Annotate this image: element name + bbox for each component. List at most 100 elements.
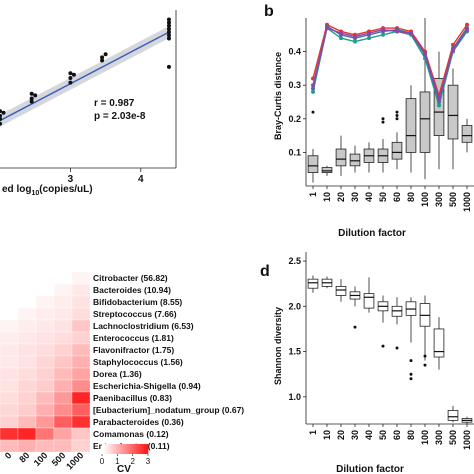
x-tick-label: 50 (378, 192, 388, 202)
x-tick-label: 10 (322, 430, 332, 440)
x-tick-label: 100 (420, 192, 430, 207)
series-point (353, 39, 357, 44)
y-tick-label: 2.5 (288, 256, 301, 266)
heatmap-cell (71, 271, 91, 285)
heatmap-cell (71, 331, 91, 345)
panel-d-y-label: Shannon diversity (273, 307, 283, 385)
colorbar-segment (122, 444, 126, 454)
box (461, 125, 473, 143)
heatmap-cell (71, 415, 91, 429)
x-tick-label: 50 (378, 430, 388, 440)
x-tick-label: 40 (364, 430, 374, 440)
scatter-point (1, 110, 6, 115)
series-point (367, 36, 371, 41)
panel-b-y-label: Bray-Curtis distance (273, 52, 283, 140)
y-tick-label: 0.1 (288, 147, 301, 157)
x-tick-label: 1000 (462, 192, 472, 212)
outlier-point (381, 344, 385, 348)
colorbar-segment (125, 444, 128, 454)
heatmap-cell (0, 391, 19, 405)
heatmap-cell (71, 343, 91, 357)
series-point (451, 47, 455, 52)
series-point (381, 32, 385, 37)
heatmap-cell (17, 427, 37, 441)
heatmap-cell (53, 355, 73, 369)
panel-c-colorbar-label: CV (117, 464, 131, 474)
scatter-point (71, 72, 76, 77)
scatter-point (68, 71, 73, 76)
x-tick-label: 1 (308, 430, 318, 435)
colorbar-segment (106, 444, 110, 454)
panel-a-p-annotation: p = 2.03e-8 (94, 111, 146, 122)
x-tick-label: 60 (392, 192, 402, 202)
row-label: Bifidobacterium (8.55) (93, 297, 182, 307)
row-label: Streptococcus (7.66) (93, 309, 177, 319)
heatmap-cell (71, 295, 91, 309)
outlier-point (353, 325, 357, 329)
colorbar-tick-label: 0 (100, 457, 105, 466)
y-tick-label: 0.3 (288, 80, 301, 90)
series-point (339, 36, 343, 41)
heatmap-cell (35, 391, 55, 405)
panel-b-axes: 0.1 0.2 0.3 0.4 1 10 20 30 40 50 60 80 100 300 500 1000 (288, 18, 474, 212)
outlier-point (395, 113, 399, 117)
row-label: Parabacteroides (0.36) (93, 417, 184, 427)
heatmap-cell (71, 319, 91, 333)
colorbar-segment (104, 444, 107, 454)
heatmap-cell (0, 367, 19, 381)
heatmap-cell (0, 319, 19, 333)
heatmap-cell (53, 271, 73, 285)
heatmap-cell (35, 403, 55, 417)
heatmap-cell (71, 355, 91, 369)
colorbar-segment (145, 444, 149, 454)
x-tick-label: 100 (420, 430, 430, 445)
heatmap-cell (53, 367, 73, 381)
colorbar-segment (118, 444, 121, 454)
heatmap-cell (71, 427, 91, 441)
series-point (381, 27, 385, 32)
colorbar-segment (129, 444, 133, 454)
outlier-point (395, 110, 399, 114)
x-tick-label: 80 (406, 192, 416, 202)
colorbar-segment (141, 444, 144, 454)
series-point (423, 51, 427, 56)
heatmap-cell (53, 379, 73, 393)
heatmap-cell (35, 283, 55, 297)
colorbar-segment (131, 444, 135, 454)
colorbar-segment (120, 444, 123, 454)
scatter-point (29, 96, 34, 101)
panel-a-points (0, 17, 171, 126)
scatter-point (166, 17, 171, 22)
heatmap-cell (17, 271, 37, 285)
heatmap-cell (0, 379, 19, 393)
panel-a-plot-area (0, 10, 176, 168)
outlier-point (409, 359, 413, 363)
heatmap-cell (0, 439, 19, 453)
x-tick-label: 300 (434, 192, 444, 207)
x-tick-label: 60 (392, 430, 402, 440)
x-tick-label: 40 (364, 192, 374, 202)
colorbar-segment (134, 444, 137, 454)
panel-d-letter: d (260, 263, 270, 280)
heatmap-cell (17, 343, 37, 357)
panel-d-x-label: Dilution factor (336, 464, 404, 474)
colorbar-tick-label: 3 (146, 457, 151, 466)
heatmap-cell (17, 379, 37, 393)
heatmap-cell (17, 283, 37, 297)
box (447, 410, 459, 421)
heatmap-cell (53, 403, 73, 417)
heatmap-cell (35, 319, 55, 333)
heatmap-cell (0, 331, 19, 345)
y-tick-label: 2.0 (288, 301, 301, 311)
box (335, 285, 347, 296)
heatmap-cell (17, 295, 37, 309)
scatter-point (166, 64, 171, 69)
colorbar-tick-label: 2 (130, 457, 135, 466)
row-label: Staphylococcus (1.56) (93, 357, 183, 367)
heatmap-cell (35, 331, 55, 345)
x-tick-label: 80 (406, 430, 416, 440)
heatmap-cell (53, 415, 73, 429)
heatmap-cell (0, 295, 19, 309)
